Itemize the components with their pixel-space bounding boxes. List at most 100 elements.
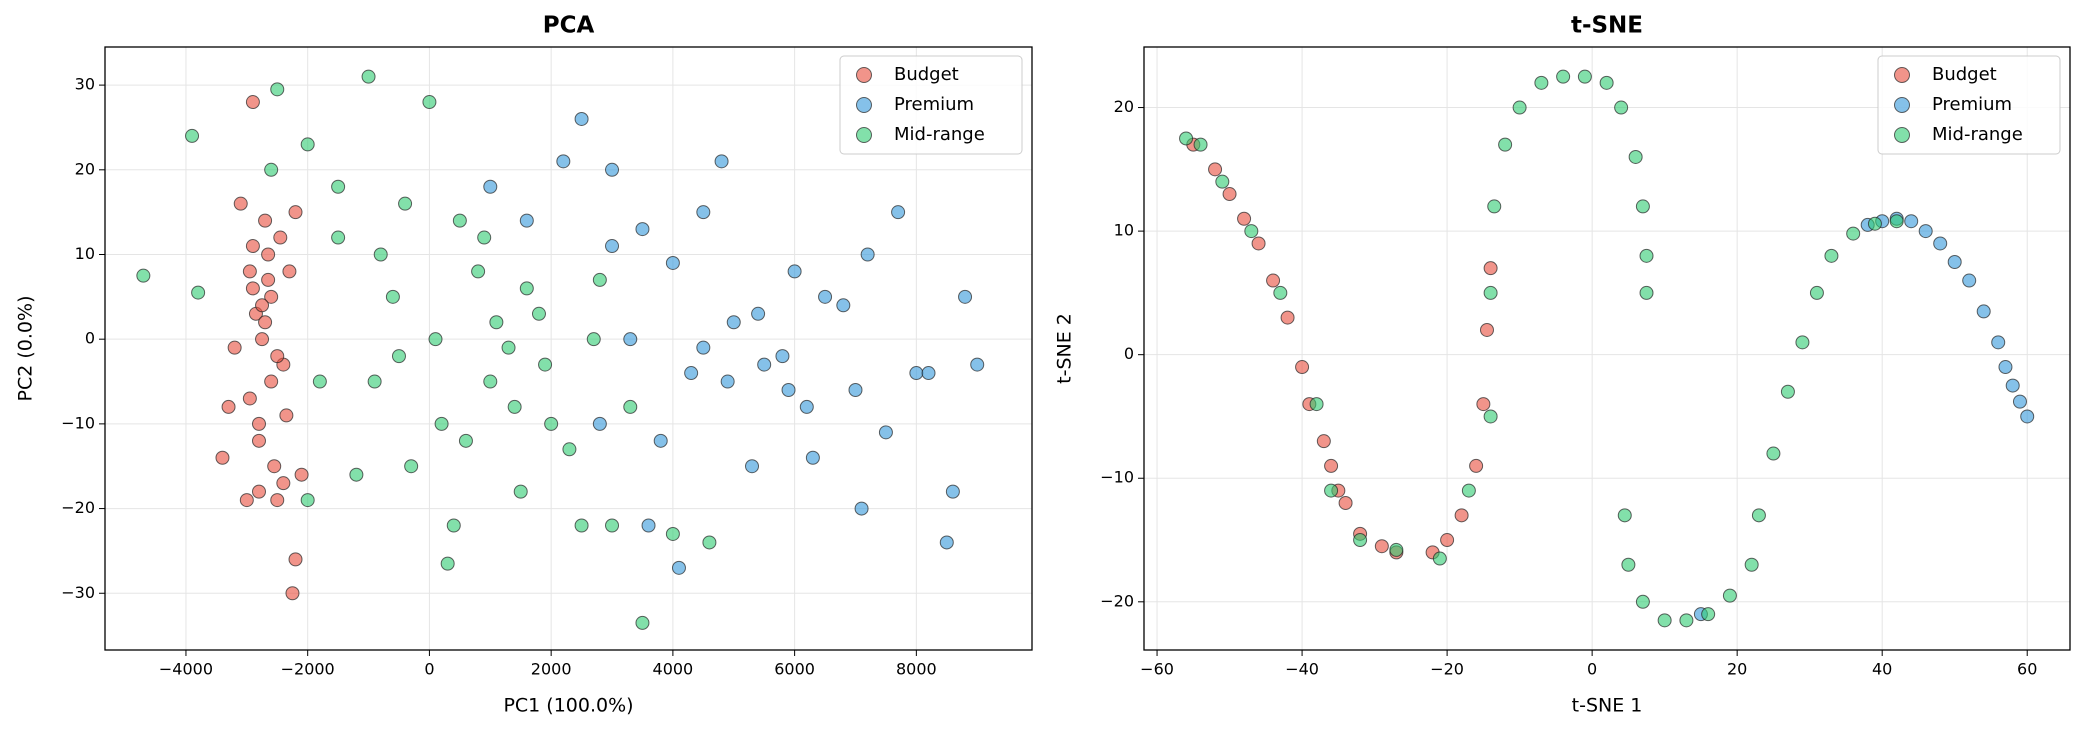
scatter-point <box>1498 137 1513 152</box>
scatter-point <box>1751 508 1766 523</box>
legend-marker <box>1894 97 1910 113</box>
scatter-point <box>970 357 985 372</box>
scatter-point <box>261 247 276 262</box>
scatter-point <box>1679 613 1694 628</box>
y-tick-label: 10 <box>1114 221 1134 240</box>
scatter-point <box>312 374 327 389</box>
scatter-point <box>757 357 772 372</box>
scatter-point <box>477 230 492 245</box>
scatter-point <box>258 213 273 228</box>
scatter-point <box>300 493 315 508</box>
x-tick-label: 0 <box>424 660 434 679</box>
scatter-point <box>544 416 559 431</box>
plot-frame <box>1143 46 2071 651</box>
legend: Budget Premium Mid-range <box>1877 55 2061 155</box>
scatter-point <box>245 239 260 254</box>
x-tick-label: 6000 <box>774 660 815 679</box>
plot-frame <box>104 46 1033 651</box>
scatter-point <box>787 264 802 279</box>
x-axis-label: PC1 (100.0%) <box>503 695 633 717</box>
scatter-point <box>349 467 364 482</box>
scatter-point <box>242 391 257 406</box>
legend-frame <box>1877 55 2061 155</box>
scatter-point <box>288 552 303 567</box>
scatter-point <box>1766 446 1781 461</box>
scatter-point <box>665 526 680 541</box>
subplot: −60 −40 −20 0 20 40 60 −20 −10 0 10 20 t-SNE t-SNE 1 t… <box>1054 13 2071 717</box>
scatter-point <box>1962 273 1977 288</box>
scatter-point <box>136 268 151 283</box>
scatter-point <box>1476 397 1491 412</box>
scatter-point <box>483 179 498 194</box>
scatter-point <box>428 332 443 347</box>
scatter-point <box>605 162 620 177</box>
scatter-point <box>282 264 297 279</box>
legend-label: Budget <box>894 64 959 85</box>
scatter-point <box>848 382 863 397</box>
scatter-point <box>799 399 814 414</box>
y-tick-label: −10 <box>61 413 95 432</box>
y-tick-label: 10 <box>75 244 95 263</box>
scatter-point <box>665 255 680 270</box>
scatter-point <box>440 556 455 571</box>
scatter-point <box>1599 75 1614 90</box>
scatter-point <box>805 450 820 465</box>
scatter-point <box>1324 483 1339 498</box>
legend-marker <box>856 67 872 83</box>
scatter-point <box>245 281 260 296</box>
x-tick-label: −2000 <box>281 660 335 679</box>
scatter-point <box>1244 224 1259 239</box>
scatter-point <box>261 272 276 287</box>
scatter-point <box>279 408 294 423</box>
scatter-point <box>288 205 303 220</box>
scatter-point <box>751 306 766 321</box>
legend-label: Premium <box>894 94 974 115</box>
scatter-point <box>1316 434 1331 449</box>
legend-marker <box>1894 67 1910 83</box>
legend-label: Mid-range <box>1932 124 2023 145</box>
scatter-point <box>1483 409 1498 424</box>
scatter-point <box>939 535 954 550</box>
scatter-point <box>1266 273 1281 288</box>
scatter-point <box>696 340 711 355</box>
scatter-point <box>1461 483 1476 498</box>
scatter-point <box>264 162 279 177</box>
scatter-point <box>623 399 638 414</box>
scatter-point <box>684 366 699 381</box>
scatter-point <box>1621 557 1636 572</box>
scatter-point <box>635 615 650 630</box>
scatter-point <box>1701 607 1716 622</box>
scatter-point <box>635 222 650 237</box>
y-axis-label: PC2 (0.0%) <box>15 296 37 402</box>
scatter-point <box>1947 255 1962 270</box>
scatter-point <box>1215 174 1230 189</box>
x-tick-label: 40 <box>1872 660 1892 679</box>
scatter-point <box>422 95 437 110</box>
scatter-point <box>586 332 601 347</box>
scatter-point <box>507 399 522 414</box>
scatter-point <box>605 518 620 533</box>
scatter-point <box>1933 236 1948 251</box>
scatter-point <box>331 179 346 194</box>
scatter-point <box>258 315 273 330</box>
scatter-point <box>781 382 796 397</box>
y-axis-label: t-SNE 2 <box>1054 313 1076 384</box>
scatter-point <box>1179 131 1194 146</box>
scatter-point <box>854 501 869 516</box>
scatter-point <box>458 433 473 448</box>
scatter-point <box>215 450 230 465</box>
scatter-point <box>227 340 242 355</box>
x-tick-label: −4000 <box>159 660 213 679</box>
scatter-point <box>1809 285 1824 300</box>
scatter-point <box>720 374 735 389</box>
scatter-point <box>1577 69 1592 84</box>
scatter-point <box>574 518 589 533</box>
legend: Budget Premium Mid-range <box>839 55 1023 155</box>
scatter-point <box>251 433 266 448</box>
scatter-point <box>513 484 528 499</box>
scatter-point <box>221 399 236 414</box>
legend-label: Mid-range <box>894 124 985 145</box>
scatter-point <box>909 366 924 381</box>
